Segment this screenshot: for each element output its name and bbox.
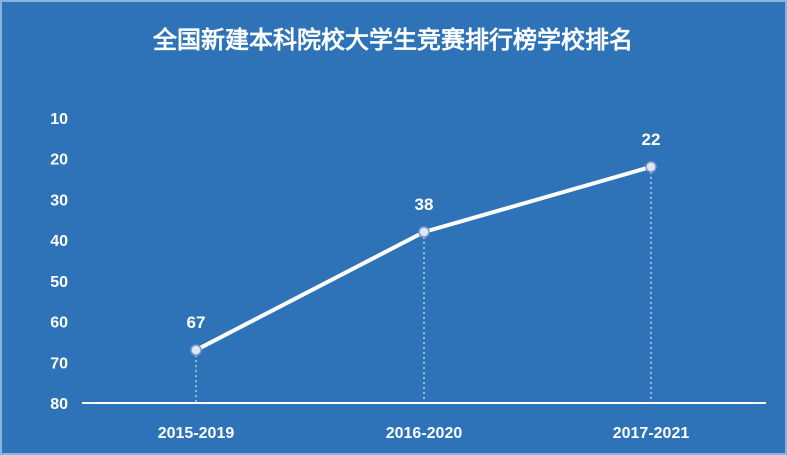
y-tick-label: 70 <box>50 355 68 372</box>
data-point <box>190 344 202 356</box>
y-tick-label: 50 <box>50 274 68 291</box>
data-label: 22 <box>642 130 661 149</box>
y-tick-label: 40 <box>50 233 68 250</box>
y-tick-label: 80 <box>50 396 68 413</box>
data-point <box>418 226 430 238</box>
data-points <box>190 161 657 356</box>
x-tick-labels: 2015-2019 2016-2020 2017-2021 <box>158 425 690 442</box>
data-label: 67 <box>187 313 206 332</box>
x-tick-label: 2017-2021 <box>613 425 690 442</box>
data-label: 38 <box>415 195 434 214</box>
y-tick-label: 60 <box>50 315 68 332</box>
drop-lines <box>195 166 652 403</box>
chart-title: 全国新建本科院校大学生竞赛排行榜学校排名 <box>152 26 633 54</box>
y-tick-label: 30 <box>50 192 68 209</box>
y-tick-label: 20 <box>50 152 68 169</box>
data-labels: 67 38 22 <box>187 130 661 332</box>
y-tick-labels: 10 20 30 40 50 60 70 80 <box>50 111 68 413</box>
x-tick-label: 2015-2019 <box>158 425 235 442</box>
y-tick-label: 10 <box>50 111 68 128</box>
x-tick-label: 2016-2020 <box>386 425 463 442</box>
data-point <box>645 161 657 173</box>
